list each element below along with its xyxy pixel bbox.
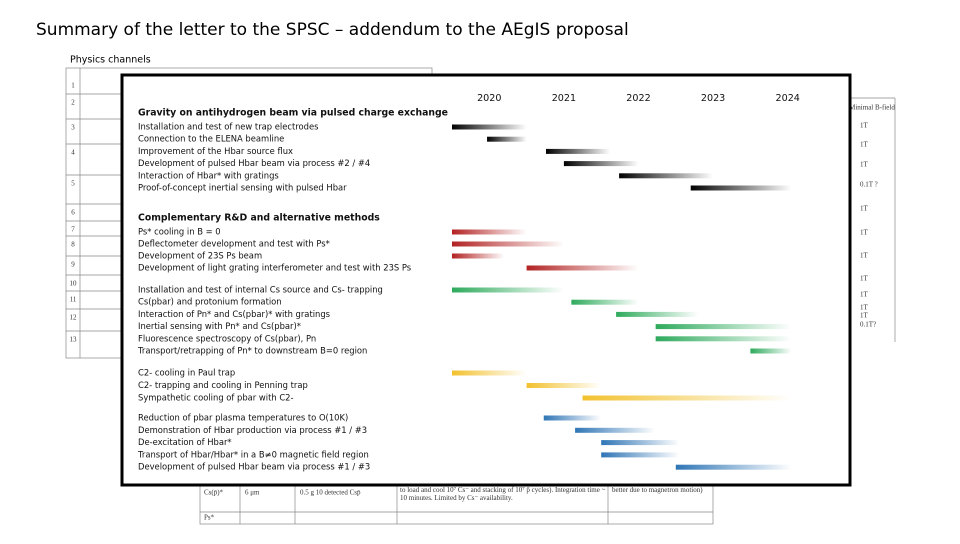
task-bar [452,253,505,259]
task-label: Improvement of the Hbar source flux [138,146,293,156]
row-number: 8 [71,241,75,249]
task-bar [545,148,611,154]
task-label: Inertial sensing with Pn* and Cs(pbar)* [138,321,301,331]
task-bar [690,185,792,191]
year-label: 2024 [775,93,799,104]
gantt: 2020 2021 2022 2023 2024 Gravity on antihydro… [137,93,800,472]
field-value: 1T [860,122,869,130]
task-label: Interaction of Pn* and Cs(pbar)* with gr… [138,309,330,319]
cell-text: better due to magnetron motion) [612,486,703,494]
row-number: 3 [71,124,75,132]
task-label: Sympathetic cooling of pbar with C2- [138,393,294,403]
row-number: 2 [71,99,75,107]
task-label: Installation and test of internal Cs sou… [138,285,383,295]
field-value: 0.1T? [860,321,876,329]
task-bar [655,324,792,330]
task-label: Fluorescence spectroscopy of Cs(pbar), P… [138,333,316,343]
task-label: Proof-of-concept inertial sensing with p… [138,183,347,193]
field-value: 1T [860,312,869,320]
row-number: 10 [70,280,78,288]
slide-title: Summary of the letter to the SPSC – adde… [36,20,629,40]
task-bar [601,452,680,458]
task-bar [452,370,527,376]
row-number: 5 [71,180,75,188]
task-bar [526,383,602,388]
task-label: Interaction of Hbar* with gratings [138,170,279,180]
gantt-panel [120,73,852,487]
task-label: Development of pulsed Hbar beam via proc… [138,158,370,168]
task-label: Development of pulsed Hbar beam via proc… [138,462,370,472]
task-bar [655,336,792,342]
task-label: C2- trapping and cooling in Penning trap [138,380,308,390]
cell-text: Cs(p̄)* [204,489,224,497]
task-label: Connection to the ELENA beamline [138,134,284,144]
task-bar [616,311,699,317]
task-bar [601,440,680,446]
task-label: C2- cooling in Paul trap [138,368,235,378]
field-value: 1T [860,229,869,237]
task-bar [526,265,639,271]
subtitle: Physics channels [70,55,151,66]
task-label: Deflectometer development and test with … [138,239,330,249]
cell-text: 6 μm [245,489,260,497]
task-label: Cs(pbar) and protonium formation [138,297,282,307]
row-number: 1 [71,82,75,90]
task-label: Development of light grating interferome… [138,263,411,273]
task-bar [452,241,564,247]
task-bar [582,395,792,401]
section-title: Complementary R&D and alternative method… [138,213,380,224]
year-label: 2020 [477,93,501,104]
task-label: Transport/retrapping of Pn* to downstrea… [137,346,367,356]
task-bar [452,287,564,293]
field-value: 0.1T ? [860,181,878,189]
field-value: 1T [860,141,869,149]
row-number: 11 [70,296,77,304]
field-value: 1T [860,252,869,260]
row-number: 13 [70,336,78,344]
task-label: Reduction of pbar plasma temperatures to… [138,413,348,423]
section-title: Gravity on antihydrogen beam via pulsed … [138,108,448,119]
cell-text: to load and cool 10⁷ Cs⁻ and stacking of… [400,486,606,502]
field-value: 1T [860,304,869,312]
task-bar [575,427,655,433]
cell-text: 0.5 g 10 detected Csp̄ [300,489,361,497]
cell-text: Ps* [204,514,215,522]
field-value: 1T [860,275,869,283]
row-number: 4 [71,149,75,157]
year-label: 2021 [552,93,576,104]
task-label: De-excitation of Hbar* [138,437,232,447]
task-bar [452,124,527,130]
row-number: 7 [71,226,75,234]
row-number: 9 [71,261,75,269]
task-label: Demonstration of Hbar production via pro… [138,425,367,435]
task-label: Installation and test of new trap electr… [138,122,319,132]
task-bar [543,415,602,421]
field-value: 1T [860,205,869,213]
year-label: 2022 [626,93,650,104]
year-label: 2023 [701,93,725,104]
task-bar [563,161,639,167]
task-label: Ps* cooling in B = 0 [138,227,221,237]
field-header: Minimal B-field [849,104,895,112]
task-bar [750,348,792,354]
task-bar [452,229,527,235]
task-bar [487,136,527,142]
task-bar [619,173,714,179]
field-value: 1T [860,161,869,169]
field-value: 1T [860,291,869,299]
row-number: 6 [71,209,75,217]
row-number: 12 [70,314,78,322]
task-bar [571,299,639,305]
task-label: Transport of Hbar/Hbar* in a B≠0 magneti… [137,449,369,459]
task-label: Development of 23S Ps beam [138,251,262,261]
task-bar [675,464,792,470]
